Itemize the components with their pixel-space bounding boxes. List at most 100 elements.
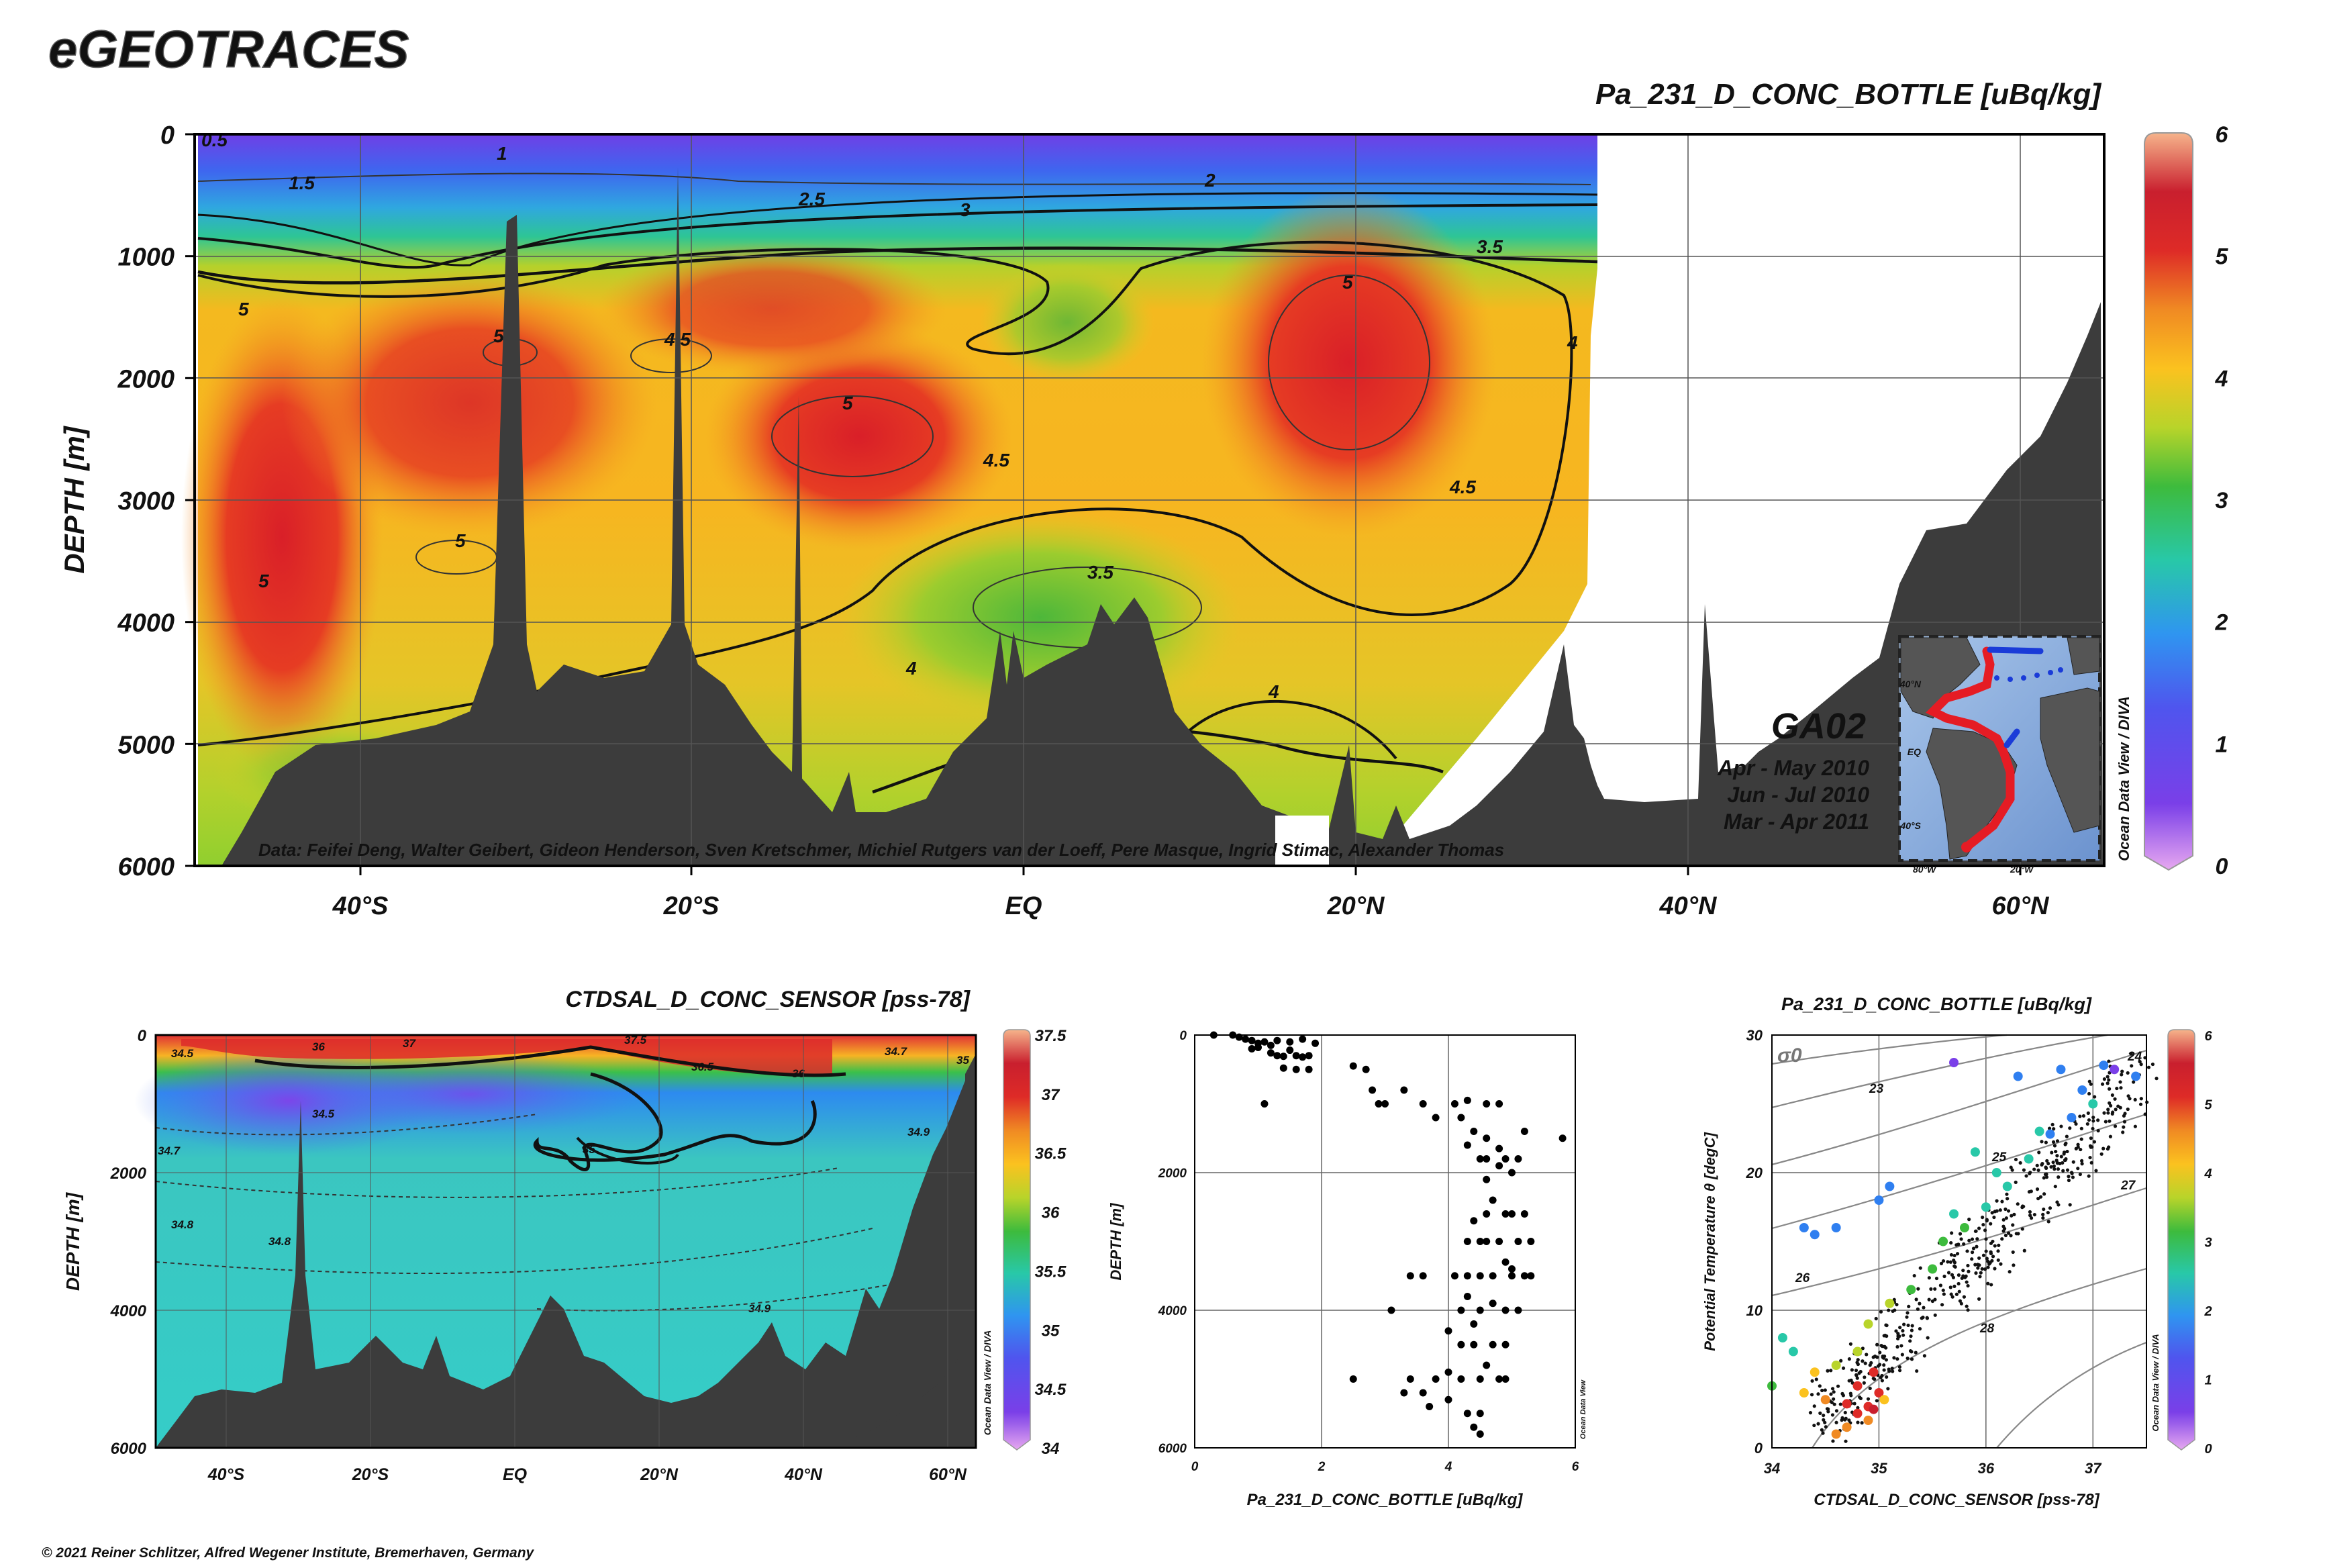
background-point xyxy=(2042,1192,2046,1196)
data-point xyxy=(1248,1036,1256,1044)
data-point xyxy=(1279,1052,1287,1061)
colorbar-tick-label: 1 xyxy=(2204,1373,2212,1388)
background-point xyxy=(1933,1313,1937,1317)
inset-lat-label: 40°S xyxy=(1899,820,1921,831)
background-point xyxy=(1927,1297,1931,1302)
background-point xyxy=(1962,1242,1966,1246)
background-point xyxy=(1916,1307,1920,1311)
background-point xyxy=(1918,1327,1922,1331)
background-point xyxy=(1914,1351,1918,1355)
background-point xyxy=(2087,1079,2091,1083)
background-point xyxy=(2061,1169,2065,1173)
y-tick-label: 30 xyxy=(1746,1027,1763,1044)
background-point xyxy=(2050,1122,2054,1127)
colorbar-tick-label: 3 xyxy=(2204,1236,2212,1251)
data-point xyxy=(1229,1031,1237,1039)
colorbar-tick-label: 0 xyxy=(2204,1442,2212,1457)
background-point xyxy=(1990,1211,1994,1215)
data-point xyxy=(1400,1086,1408,1094)
y-tick-label: 2000 xyxy=(1158,1167,1187,1181)
isopycnal-label: 27 xyxy=(2120,1179,2136,1193)
background-point xyxy=(2051,1140,2056,1144)
background-point xyxy=(2126,1107,2130,1112)
background-point xyxy=(2114,1108,2118,1112)
background-point xyxy=(2014,1157,2018,1162)
background-point xyxy=(1973,1229,1978,1233)
background-point xyxy=(2016,1202,2020,1206)
background-point xyxy=(1942,1292,1946,1296)
background-point xyxy=(1966,1283,1970,1288)
data-point xyxy=(1489,1272,1497,1280)
background-point xyxy=(1902,1322,1906,1326)
sal-contour-label: 34.9 xyxy=(907,1126,930,1138)
background-point xyxy=(1818,1384,1822,1388)
data-point xyxy=(1457,1340,1465,1349)
background-point xyxy=(2055,1154,2059,1158)
colorbar-tick-label: 35.5 xyxy=(1035,1263,1067,1281)
background-point xyxy=(2028,1171,2032,1176)
main-colorbar: 0 1 2 3 4 5 6 xyxy=(2144,122,2229,879)
contour-label: 3 xyxy=(960,199,971,220)
background-point xyxy=(1863,1375,1867,1379)
background-point xyxy=(2049,1165,2053,1169)
data-point xyxy=(1476,1238,1484,1245)
background-point xyxy=(1989,1241,1993,1245)
contour-label: 2 xyxy=(1204,170,1216,191)
data-point xyxy=(2077,1085,2087,1095)
background-point xyxy=(1949,1240,1953,1245)
data-point xyxy=(1406,1272,1414,1280)
background-point xyxy=(2055,1139,2060,1143)
data-point xyxy=(1501,1210,1509,1218)
data-point xyxy=(1489,1300,1497,1308)
data-point xyxy=(2099,1061,2109,1071)
data-point xyxy=(1476,1155,1484,1163)
data-point xyxy=(1514,1238,1522,1245)
data-point xyxy=(1419,1389,1427,1397)
background-point xyxy=(1822,1413,1826,1418)
x-tick-label: 20°S xyxy=(663,892,720,920)
cruise-track-south xyxy=(1926,646,2015,852)
data-point xyxy=(1463,1096,1471,1104)
background-point xyxy=(2146,1065,2151,1069)
background-point xyxy=(1895,1302,1899,1307)
data-point xyxy=(1476,1430,1484,1438)
data-point xyxy=(1375,1100,1383,1108)
brand-title: eGEOTRACES xyxy=(48,19,409,79)
background-point xyxy=(1985,1257,1989,1261)
background-point xyxy=(1886,1387,1890,1391)
background-point xyxy=(2089,1145,2093,1149)
x-tick-label: 2 xyxy=(1318,1460,1326,1474)
background-point xyxy=(2068,1126,2072,1130)
background-point xyxy=(1958,1232,1963,1236)
background-point xyxy=(1938,1283,1942,1287)
background-point xyxy=(1907,1304,1911,1309)
sal-contour-label: 36 xyxy=(312,1040,325,1053)
background-point xyxy=(2036,1197,2040,1201)
background-point xyxy=(1895,1336,1900,1340)
background-point xyxy=(2094,1169,2098,1173)
contour-label: 4.5 xyxy=(1449,477,1476,497)
background-point xyxy=(1922,1306,1926,1310)
background-point xyxy=(2035,1163,2039,1167)
background-point xyxy=(1989,1283,1993,1287)
background-point xyxy=(1957,1242,1961,1246)
data-point xyxy=(1267,1049,1275,1057)
background-point xyxy=(1957,1273,1961,1277)
data-point xyxy=(1419,1100,1427,1108)
background-point xyxy=(1816,1422,1820,1426)
data-point xyxy=(1885,1298,1895,1308)
data-point xyxy=(1254,1043,1262,1051)
background-point xyxy=(1910,1350,1914,1354)
data-point xyxy=(1235,1033,1243,1041)
background-point xyxy=(1859,1369,1863,1374)
background-point xyxy=(1941,1288,1945,1292)
data-point xyxy=(1777,1333,1787,1342)
background-point xyxy=(1995,1199,1999,1203)
x-tick-label: 40°S xyxy=(207,1465,245,1484)
data-point xyxy=(1209,1031,1218,1039)
background-point xyxy=(1830,1400,1834,1405)
background-point xyxy=(1882,1363,1886,1367)
data-point xyxy=(1489,1340,1497,1349)
background-point xyxy=(1909,1334,1913,1338)
data-point xyxy=(1476,1410,1484,1418)
